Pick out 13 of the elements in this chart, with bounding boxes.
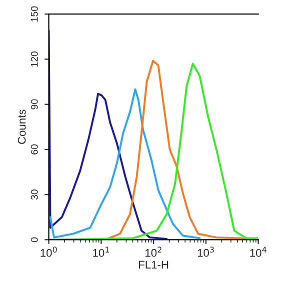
x-tick-label: 10$^{1}$	[93, 246, 109, 257]
x-tick-label: 10$^{0}$	[40, 246, 57, 257]
y-tick-label: 60	[30, 144, 38, 154]
y-tick-label: 30	[30, 190, 38, 200]
x-axis-title: FL1-H	[139, 260, 168, 269]
y-tick-label: 120	[30, 51, 38, 67]
y-tick-label: 0	[30, 237, 38, 242]
x-tick-label: 10$^{3}$	[198, 246, 214, 257]
x-tick-label: 10$^{4}$	[250, 246, 266, 257]
y-tick-label: 90	[30, 99, 38, 110]
y-axis-title: Counts	[18, 110, 26, 144]
x-tick-label: 10$^{2}$	[146, 246, 162, 257]
y-tick-label: 150	[30, 6, 38, 22]
